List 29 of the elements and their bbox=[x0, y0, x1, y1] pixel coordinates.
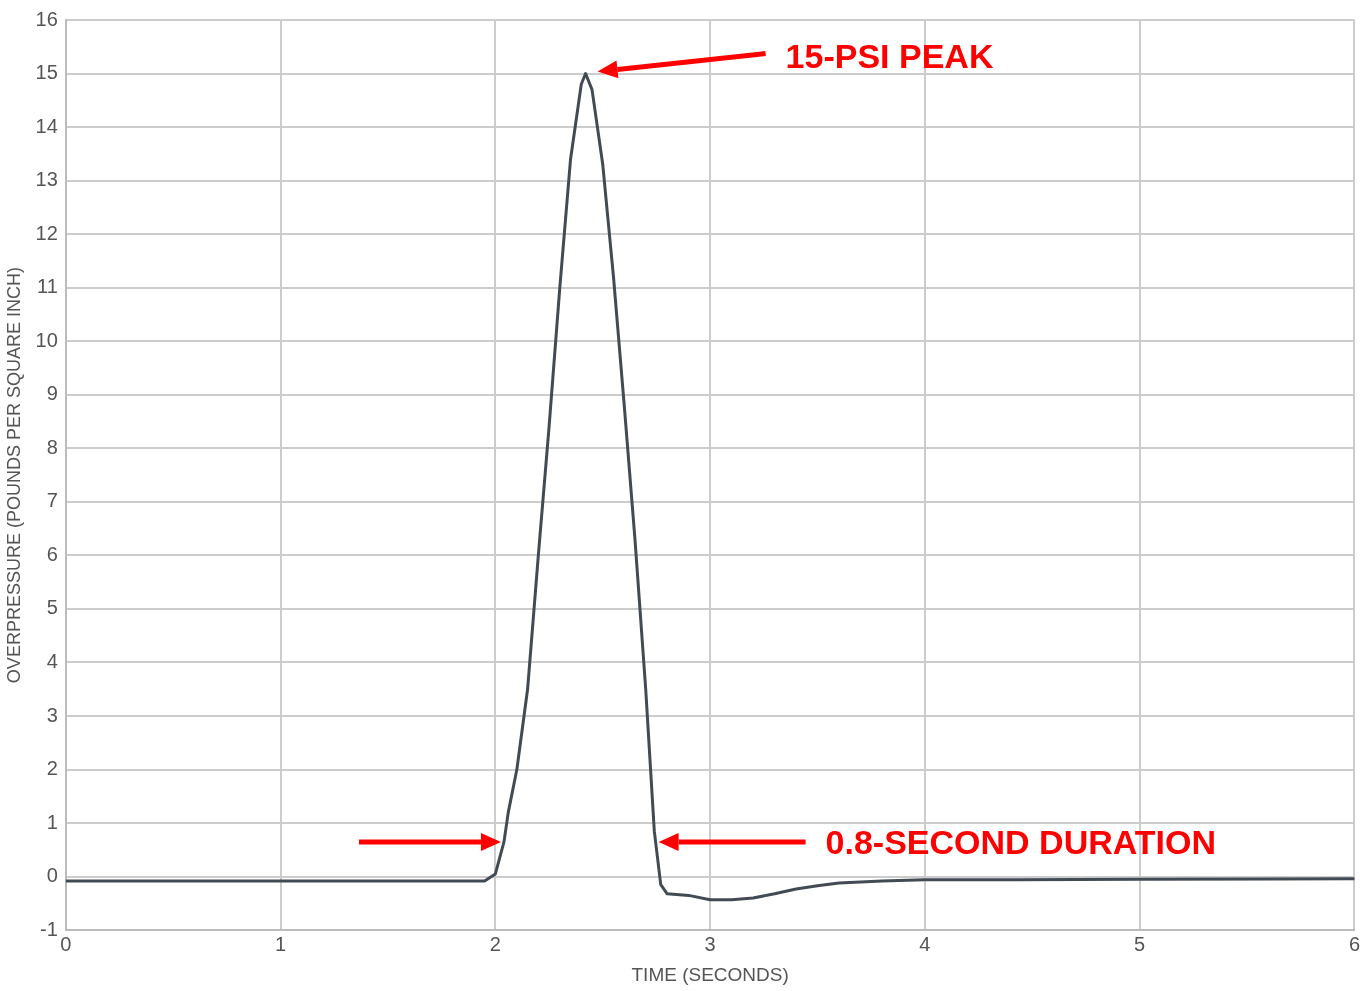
y-tick-label: 14 bbox=[35, 114, 58, 137]
annotation: 15-PSI PEAK bbox=[785, 36, 994, 75]
y-tick-label: 9 bbox=[46, 382, 58, 405]
x-tick-label: 5 bbox=[1134, 932, 1146, 955]
x-tick-label: 2 bbox=[489, 932, 501, 955]
y-tick-label: 7 bbox=[46, 489, 58, 512]
x-tick-label: 6 bbox=[1348, 932, 1360, 955]
y-tick-label: 5 bbox=[46, 596, 58, 619]
x-axis-title: TIME (SECONDS) bbox=[631, 963, 789, 985]
y-tick-label: 15 bbox=[35, 61, 58, 84]
y-tick-label: 4 bbox=[46, 650, 58, 673]
y-tick-label: 3 bbox=[46, 703, 58, 726]
y-axis-title: OVERPRESSURE (POUNDS PER SQUARE INCH) bbox=[3, 267, 24, 684]
x-tick-label: 4 bbox=[919, 932, 931, 955]
x-tick-label: 1 bbox=[275, 932, 287, 955]
y-tick-label: 10 bbox=[35, 328, 58, 351]
y-tick-label: 1 bbox=[46, 810, 58, 833]
y-tick-label: 16 bbox=[35, 7, 58, 30]
y-tick-label: 6 bbox=[46, 542, 58, 565]
y-tick-label: -1 bbox=[40, 917, 58, 940]
y-tick-label: 12 bbox=[35, 221, 58, 244]
annotation: 0.8-SECOND DURATION bbox=[825, 822, 1216, 861]
y-tick-label: 13 bbox=[35, 168, 58, 191]
x-tick-label: 0 bbox=[60, 932, 72, 955]
y-tick-label: 11 bbox=[37, 275, 58, 298]
y-tick-label: 8 bbox=[46, 435, 58, 458]
x-tick-label: 3 bbox=[704, 932, 716, 955]
y-tick-label: 0 bbox=[46, 864, 58, 887]
y-tick-label: 2 bbox=[46, 757, 58, 780]
